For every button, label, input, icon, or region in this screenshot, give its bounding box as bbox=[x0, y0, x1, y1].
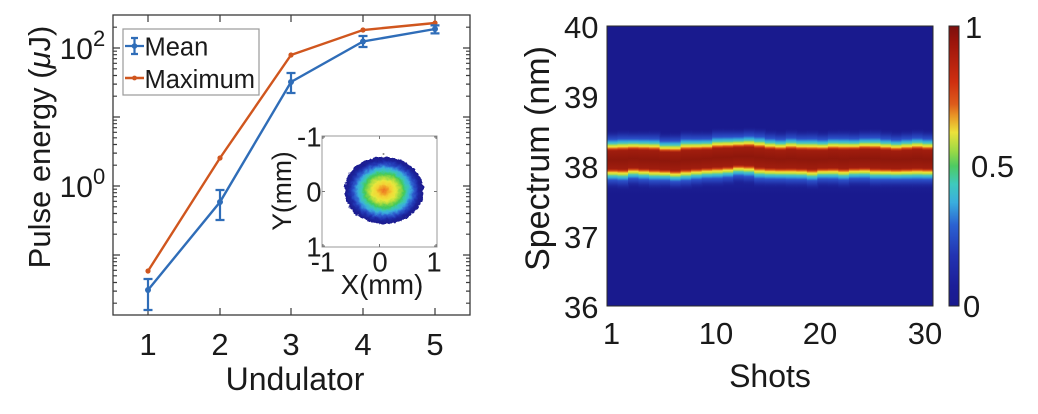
svg-text:Spectrum (nm): Spectrum (nm) bbox=[519, 46, 557, 271]
svg-text:Y(mm): Y(mm) bbox=[267, 151, 297, 230]
svg-text:10: 10 bbox=[60, 171, 93, 204]
svg-text:0: 0 bbox=[306, 177, 321, 208]
svg-text:Undulator: Undulator bbox=[226, 361, 365, 397]
svg-text:38: 38 bbox=[564, 150, 598, 185]
svg-text:5: 5 bbox=[426, 327, 443, 362]
svg-text:1: 1 bbox=[306, 232, 321, 263]
svg-text:39: 39 bbox=[564, 80, 598, 115]
svg-text:Mean: Mean bbox=[145, 34, 209, 62]
svg-text:4: 4 bbox=[354, 327, 371, 362]
svg-text:3: 3 bbox=[282, 327, 299, 362]
svg-text:2: 2 bbox=[93, 26, 105, 51]
svg-text:20: 20 bbox=[803, 316, 837, 351]
svg-text:0: 0 bbox=[93, 164, 105, 189]
svg-text:37: 37 bbox=[564, 220, 598, 255]
svg-text:-1: -1 bbox=[311, 247, 335, 278]
svg-text:1: 1 bbox=[139, 327, 156, 362]
svg-text:10: 10 bbox=[699, 316, 733, 351]
svg-text:Pulse energy (μJ): Pulse energy (μJ) bbox=[22, 26, 57, 269]
svg-text:Maximum: Maximum bbox=[145, 66, 256, 94]
svg-text:30: 30 bbox=[908, 316, 942, 351]
svg-text:Shots: Shots bbox=[729, 358, 811, 394]
svg-text:36: 36 bbox=[564, 290, 598, 325]
svg-text:0: 0 bbox=[963, 289, 980, 324]
svg-text:10: 10 bbox=[60, 33, 93, 66]
svg-text:2: 2 bbox=[211, 327, 228, 362]
svg-text:1: 1 bbox=[603, 316, 620, 351]
svg-text:X(mm): X(mm) bbox=[341, 269, 423, 300]
svg-text:0: 0 bbox=[372, 247, 387, 278]
svg-text:1: 1 bbox=[426, 247, 441, 278]
svg-text:-1: -1 bbox=[297, 122, 321, 153]
svg-text:0.5: 0.5 bbox=[971, 149, 1014, 184]
svg-text:40: 40 bbox=[564, 10, 598, 45]
svg-text:1: 1 bbox=[965, 10, 982, 45]
